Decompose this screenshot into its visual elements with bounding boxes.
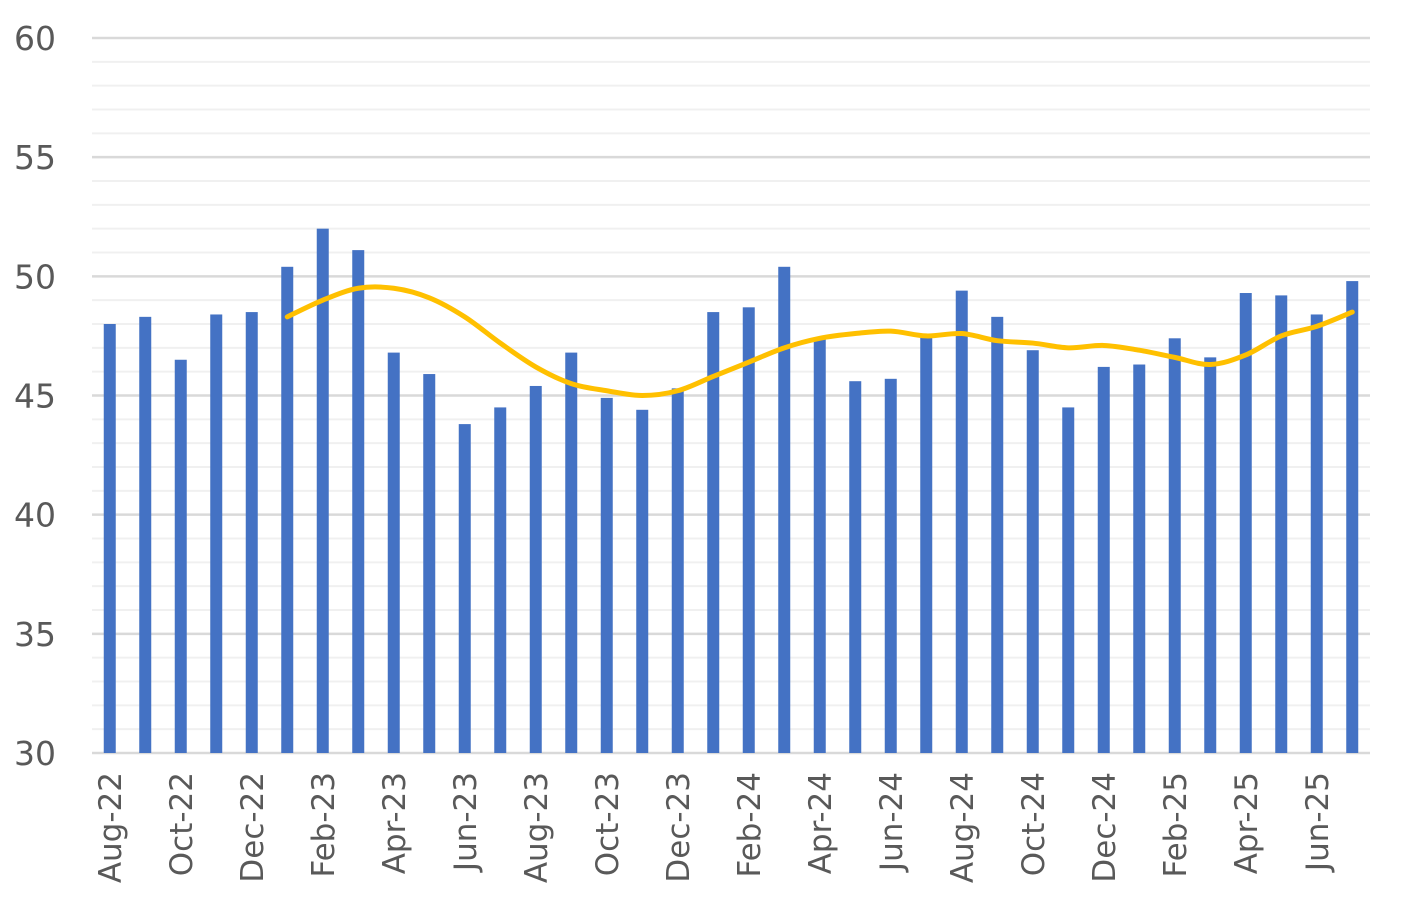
bar-Jan-23 bbox=[281, 266, 294, 753]
bar-May-25 bbox=[1275, 295, 1288, 753]
bar-Oct-24 bbox=[1026, 350, 1039, 753]
bar-Mar-23 bbox=[352, 250, 365, 753]
x-tick-label: Jun-24 bbox=[874, 772, 910, 873]
bar-Apr-23 bbox=[387, 352, 400, 753]
y-tick-label: 50 bbox=[14, 257, 56, 296]
x-tick-label: Oct-24 bbox=[1016, 772, 1052, 876]
y-tick-label: 60 bbox=[14, 19, 56, 58]
y-axis-tick-labels: 30 35 40 45 50 55 60 bbox=[14, 19, 56, 773]
x-tick-label: Feb-25 bbox=[1158, 772, 1194, 878]
x-tick-label: Apr-23 bbox=[377, 772, 413, 874]
bar-Aug-24 bbox=[955, 290, 968, 753]
bar-Dec-23 bbox=[671, 388, 684, 753]
bar-Jan-25 bbox=[1133, 364, 1146, 753]
bar-Feb-23 bbox=[316, 228, 329, 753]
bar-Nov-24 bbox=[1062, 407, 1075, 753]
x-tick-label: Feb-23 bbox=[306, 772, 342, 878]
x-tick-label: Dec-24 bbox=[1087, 772, 1123, 883]
x-tick-label: Jun-23 bbox=[448, 772, 484, 873]
x-tick-label: Aug-23 bbox=[519, 772, 555, 883]
bar-Jul-23 bbox=[494, 407, 507, 753]
moving-average-line-series bbox=[284, 284, 1355, 398]
bar-Mar-25 bbox=[1204, 357, 1217, 753]
x-tick-label: Dec-22 bbox=[235, 772, 271, 883]
x-tick-label: Oct-23 bbox=[590, 772, 626, 876]
bar-series bbox=[103, 228, 1359, 753]
y-tick-label: 30 bbox=[14, 734, 56, 773]
major-gridlines bbox=[92, 36, 1370, 755]
bar-Dec-24 bbox=[1097, 366, 1110, 753]
bar-Jun-24 bbox=[884, 378, 897, 753]
moving-average-line bbox=[284, 284, 1355, 398]
y-tick-label: 55 bbox=[14, 138, 56, 177]
x-tick-label: Jun-25 bbox=[1300, 772, 1336, 873]
bar-Feb-25 bbox=[1168, 338, 1181, 753]
bar-May-24 bbox=[849, 381, 862, 753]
bar-Oct-23 bbox=[600, 397, 613, 753]
bar-Apr-24 bbox=[813, 338, 826, 753]
bar-Aug-23 bbox=[529, 385, 542, 753]
bar-Nov-23 bbox=[636, 409, 649, 753]
bar-Sep-22 bbox=[139, 316, 152, 753]
bar-Jun-25 bbox=[1310, 314, 1323, 753]
bar-Aug-22 bbox=[103, 324, 116, 753]
bar-May-23 bbox=[423, 374, 436, 753]
x-tick-label: Apr-24 bbox=[803, 772, 839, 874]
y-tick-label: 35 bbox=[14, 615, 56, 654]
bar-Dec-22 bbox=[245, 312, 258, 753]
x-axis-tick-labels: Aug-22 Oct-22 Dec-22 Feb-23 Apr-23 Jun-23 Aug-… bbox=[93, 772, 1336, 883]
bar-Jul-24 bbox=[920, 335, 933, 753]
bar-Sep-24 bbox=[991, 316, 1004, 753]
x-tick-label: Aug-22 bbox=[93, 772, 129, 883]
bar-Jan-24 bbox=[707, 312, 720, 753]
bar-Sep-23 bbox=[565, 352, 578, 753]
y-tick-label: 45 bbox=[14, 377, 56, 416]
bar-Jul-25 bbox=[1346, 281, 1359, 753]
bar-Mar-24 bbox=[778, 266, 791, 753]
x-tick-label: Oct-22 bbox=[164, 772, 200, 876]
bar-Jun-23 bbox=[458, 424, 471, 753]
x-tick-label: Apr-25 bbox=[1229, 772, 1265, 874]
bar-Nov-22 bbox=[210, 314, 223, 753]
bar-Feb-24 bbox=[742, 307, 755, 753]
bar-Apr-25 bbox=[1239, 293, 1252, 753]
x-tick-label: Dec-23 bbox=[661, 772, 697, 883]
x-tick-label: Aug-24 bbox=[945, 772, 981, 883]
x-tick-label: Feb-24 bbox=[732, 772, 768, 878]
y-tick-label: 40 bbox=[14, 496, 56, 535]
bar-Oct-22 bbox=[174, 359, 187, 753]
